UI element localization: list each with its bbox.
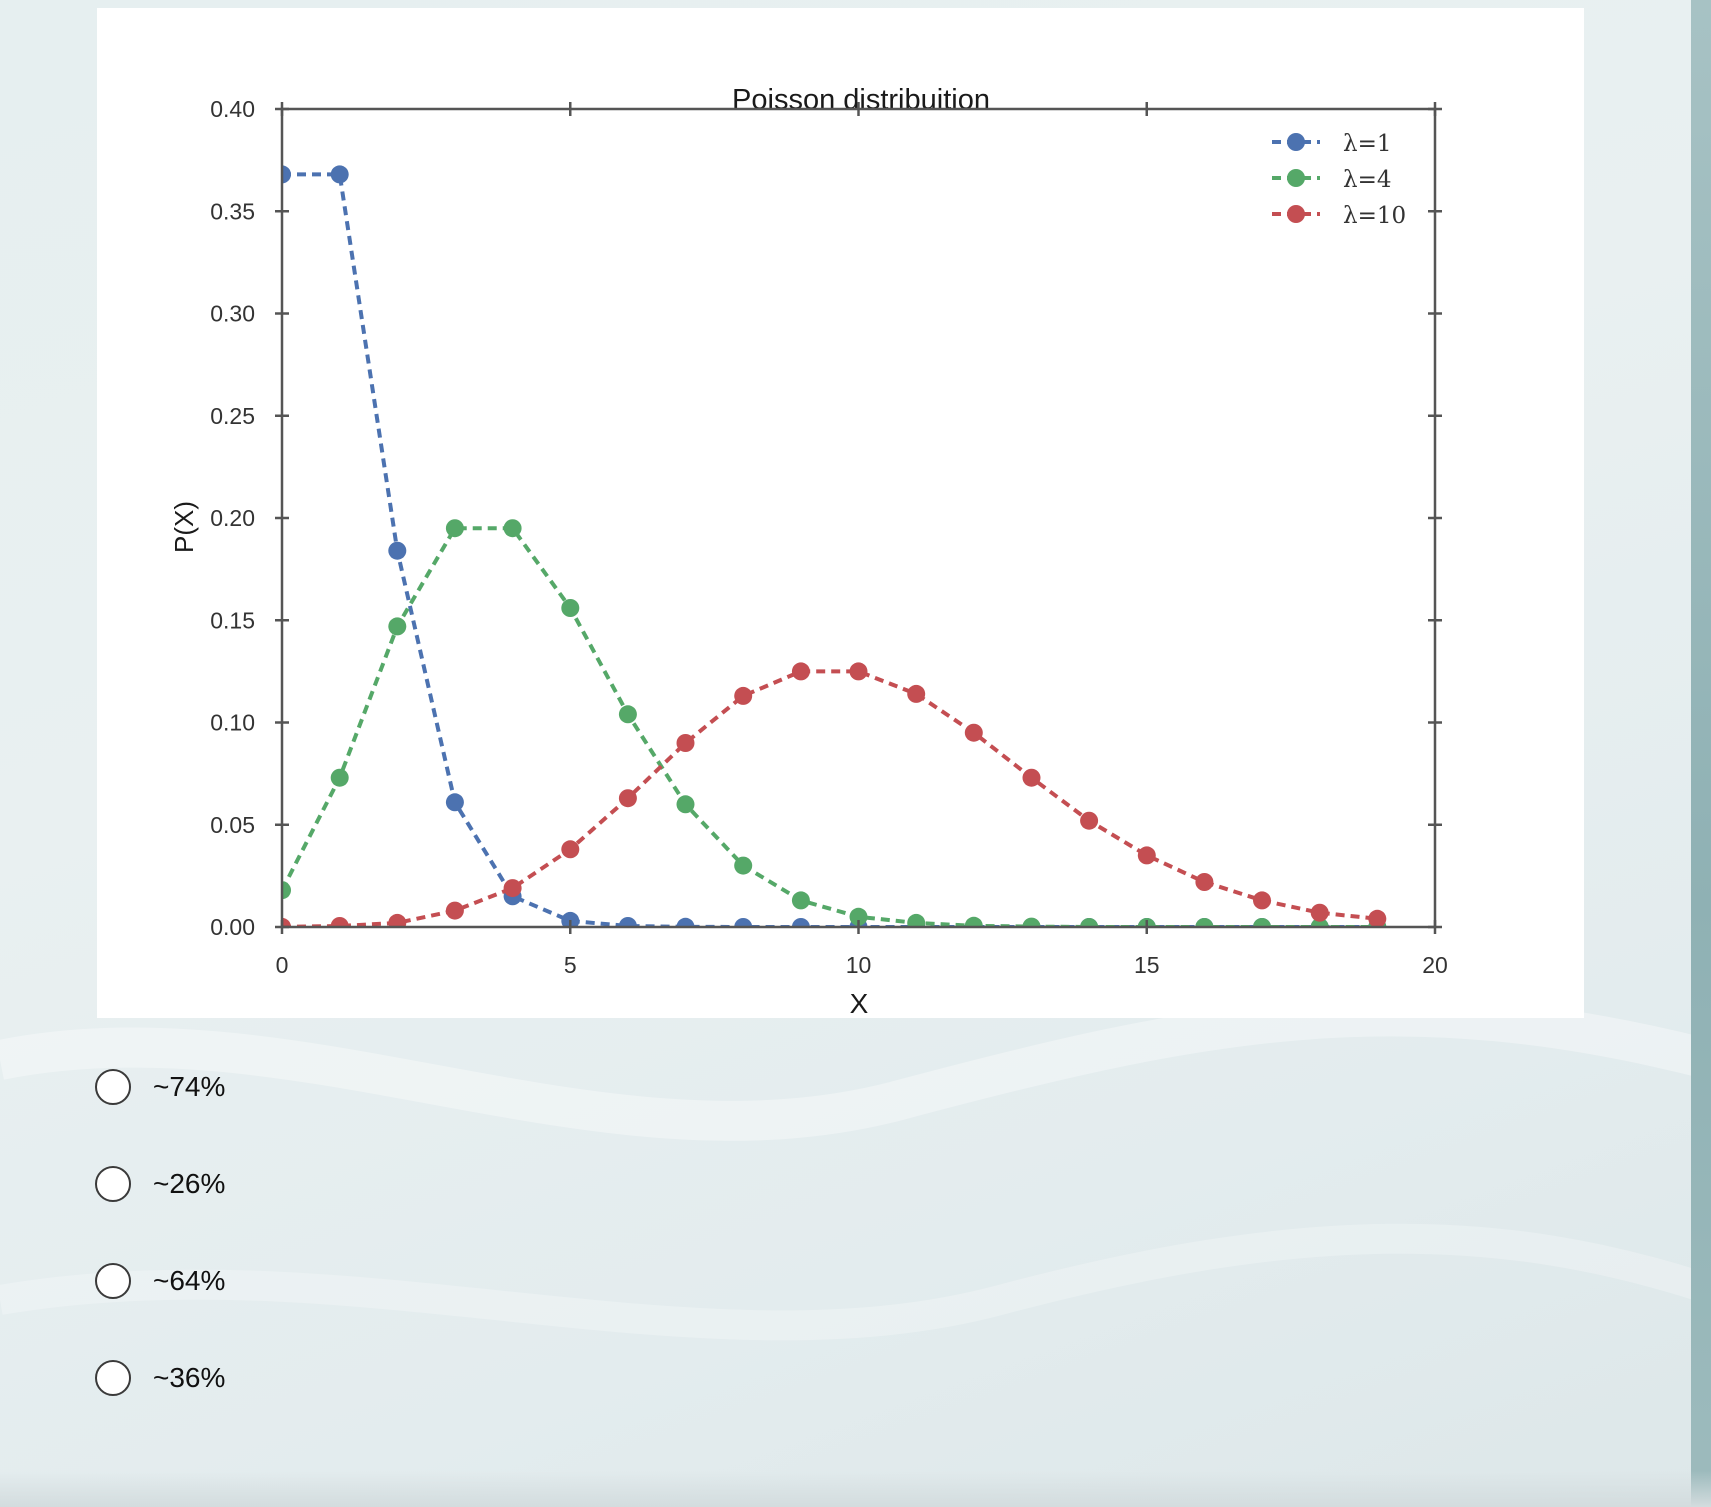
data-point (561, 911, 580, 927)
legend-marker (1287, 169, 1305, 187)
data-point (330, 768, 349, 787)
data-point (849, 907, 868, 926)
legend-label: λ=10 (1343, 203, 1406, 229)
data-point (734, 686, 753, 705)
data-point (282, 881, 291, 900)
answer-options: ~74% ~26% ~64% ~36% (95, 1067, 225, 1455)
x-tick-label: 5 (564, 952, 577, 978)
y-tick-label: 0.25 (210, 403, 255, 429)
data-point (1080, 918, 1099, 927)
chart-image: Poisson distribuition X P(X) 0 5 10 15 20 0.0… (97, 8, 1584, 1018)
x-axis-label: X (850, 988, 869, 1018)
data-point (676, 917, 695, 927)
data-point (618, 917, 637, 927)
data-point (1022, 768, 1041, 787)
answer-option-3[interactable]: ~64% (95, 1261, 225, 1301)
data-point (445, 901, 464, 920)
poisson-chart: Poisson distribuition X P(X) 0 5 10 15 20 0.0… (97, 8, 1584, 1018)
data-point (282, 165, 291, 184)
y-tick-label: 0.40 (210, 96, 255, 122)
data-point (1253, 891, 1271, 910)
option-label: ~36% (153, 1362, 226, 1393)
y-tick-label: 0.30 (210, 301, 255, 327)
radio-button[interactable] (95, 1166, 131, 1202)
answer-option-1[interactable]: ~74% (95, 1067, 225, 1107)
data-point (503, 879, 522, 898)
y-tick-label: 0.20 (210, 505, 255, 531)
legend-marker (1287, 133, 1305, 151)
data-point (849, 662, 868, 681)
data-point (561, 599, 580, 617)
data-point (1195, 873, 1214, 891)
plot-area (282, 165, 1387, 927)
data-point (1080, 811, 1099, 830)
data-point (561, 840, 580, 859)
x-tick-label: 0 (276, 952, 289, 978)
y-tick-label: 0.10 (210, 710, 255, 736)
data-point (330, 917, 349, 927)
option-label: ~74% (153, 1071, 226, 1102)
data-point (503, 519, 522, 538)
data-point (388, 541, 407, 560)
data-point (330, 165, 349, 184)
data-point (388, 913, 407, 927)
data-point (791, 918, 810, 927)
data-point (1137, 846, 1156, 865)
data-point (1368, 909, 1387, 927)
data-point (676, 734, 695, 752)
data-point (388, 617, 407, 636)
data-point (791, 891, 810, 910)
option-label: ~26% (153, 1168, 226, 1199)
page-bottom-shade (0, 1471, 1711, 1507)
window-edge (1691, 0, 1711, 1507)
data-point (282, 917, 291, 927)
x-tick-label: 20 (1422, 952, 1448, 978)
data-point (618, 705, 637, 724)
data-point (964, 723, 983, 742)
data-point (734, 918, 753, 927)
x-tick-label: 10 (846, 952, 872, 978)
radio-button[interactable] (95, 1263, 131, 1299)
data-point (1195, 918, 1214, 927)
y-tick-label: 0.15 (210, 607, 255, 633)
data-point (964, 916, 983, 927)
radio-button[interactable] (95, 1360, 131, 1396)
data-point (445, 519, 464, 538)
option-label: ~64% (153, 1265, 226, 1296)
legend-label: λ=4 (1343, 167, 1391, 193)
data-point (791, 662, 810, 681)
answer-option-2[interactable]: ~26% (95, 1164, 225, 1204)
radio-button[interactable] (95, 1069, 131, 1105)
y-tick-label: 0.05 (210, 812, 255, 838)
data-point (907, 684, 926, 703)
y-tick-label: 0.00 (210, 914, 255, 940)
series-line-2 (282, 526, 1378, 927)
answer-option-4[interactable]: ~36% (95, 1358, 225, 1398)
data-point (907, 913, 926, 927)
data-point (1253, 918, 1271, 927)
data-point (676, 795, 695, 814)
data-point (734, 856, 753, 875)
data-point (445, 793, 464, 812)
y-axis-label: P(X) (169, 501, 199, 553)
y-tick-label: 0.35 (210, 198, 255, 224)
data-point (1022, 917, 1041, 927)
chart-title: Poisson distribuition (732, 84, 990, 116)
data-point (1310, 903, 1329, 922)
x-tick-label: 15 (1134, 952, 1160, 978)
legend-marker (1287, 205, 1305, 223)
legend-label: λ=1 (1343, 131, 1391, 157)
series-line-3 (282, 669, 1378, 927)
data-point (618, 789, 637, 808)
